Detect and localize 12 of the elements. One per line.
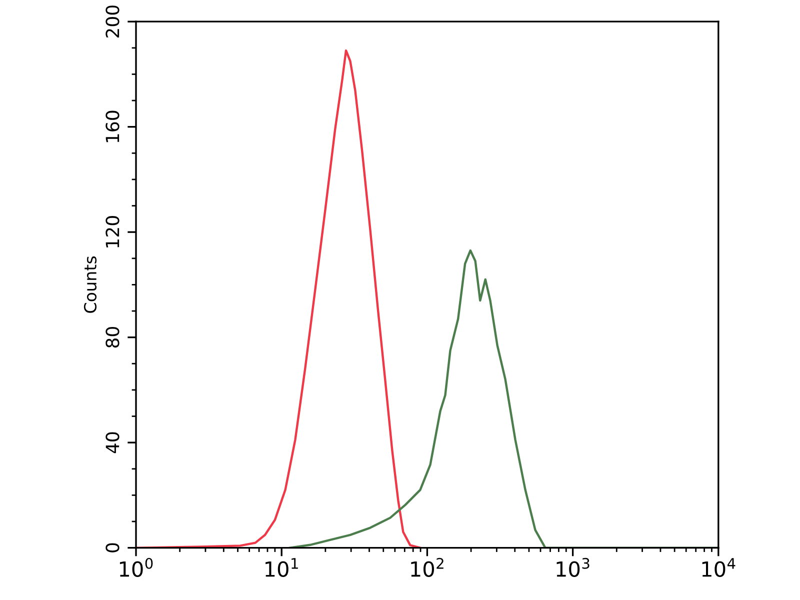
- y-tick-label: 120: [106, 216, 120, 248]
- x-tick-label: 10$^{4}$: [702, 558, 736, 577]
- x-tick-label: 10$^{1}$: [266, 558, 298, 577]
- y-tick-label: 80: [106, 327, 120, 348]
- y-tick-label: 40: [106, 432, 120, 454]
- y-tick-label: 160: [106, 110, 120, 142]
- x-tick-label: 10$^{0}$: [120, 558, 153, 577]
- y-tick-label: 200: [106, 6, 120, 38]
- x-tick-label: 10$^{3}$: [556, 558, 590, 577]
- y-axis-title: Counts: [84, 256, 97, 313]
- y-tick-label: 0: [106, 543, 120, 552]
- x-tick-label: 10$^{2}$: [411, 558, 444, 577]
